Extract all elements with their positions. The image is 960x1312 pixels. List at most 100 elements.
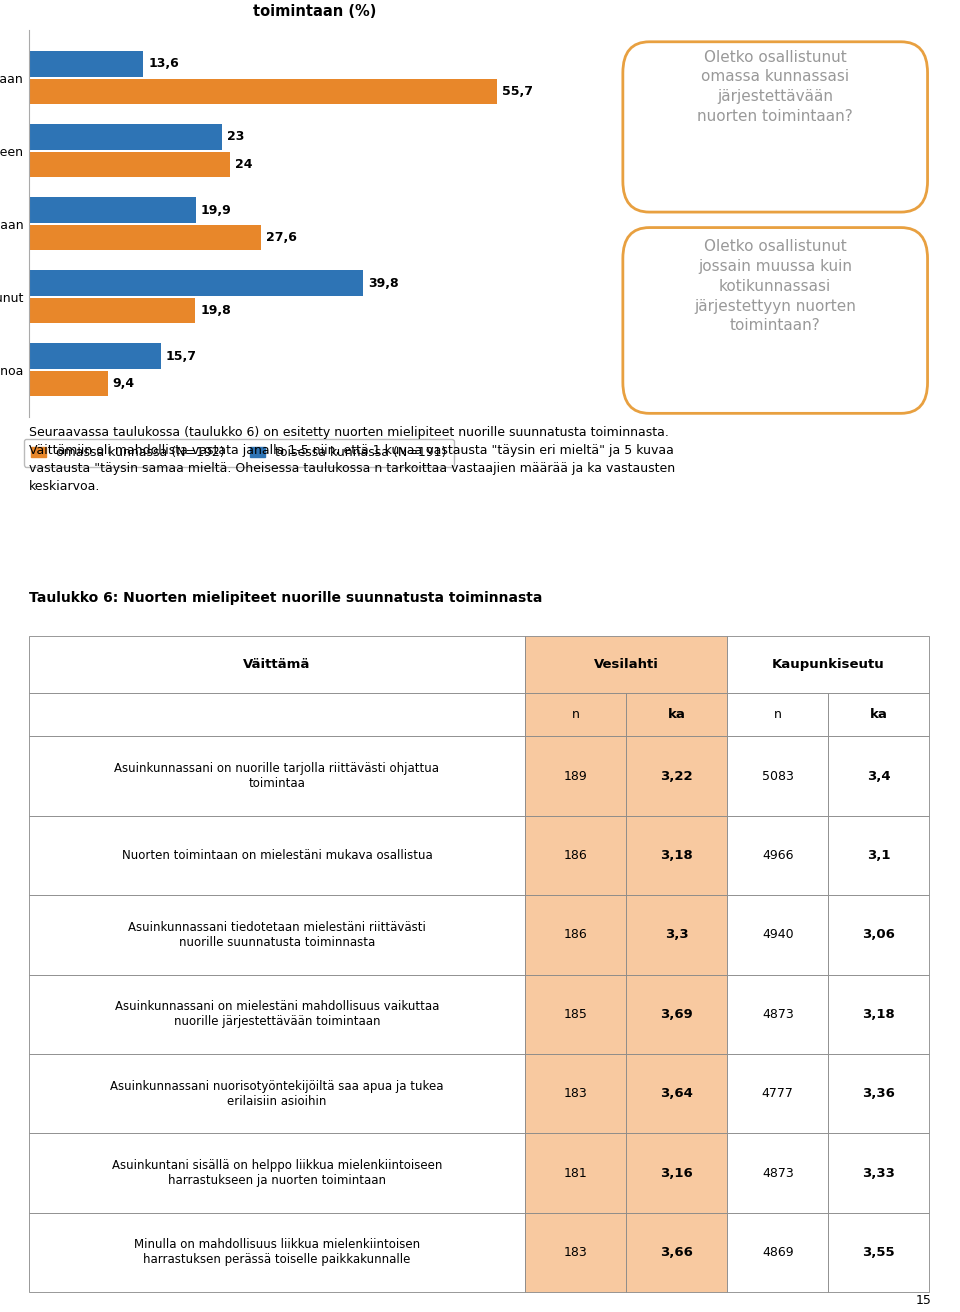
Bar	[828, 895, 929, 975]
Text: ka: ka	[668, 708, 685, 722]
Text: 4869: 4869	[762, 1246, 794, 1260]
Text: 189: 189	[564, 770, 588, 782]
Bar	[728, 895, 828, 975]
Bar	[728, 636, 929, 693]
Bar	[29, 1212, 525, 1292]
Text: 15,7: 15,7	[166, 349, 197, 362]
Bar	[828, 693, 929, 736]
Bar	[728, 1054, 828, 1134]
Bar	[525, 636, 728, 693]
Text: 23: 23	[228, 130, 245, 143]
Bar	[29, 371, 108, 396]
Text: n: n	[774, 708, 781, 722]
Text: 185: 185	[564, 1008, 588, 1021]
Bar	[626, 693, 728, 736]
Bar	[828, 736, 929, 816]
Text: 183: 183	[564, 1088, 588, 1101]
Text: Asuinkuntani sisällä on helppo liikkua mielenkiintoiseen
harrastukseen ja nuorte: Asuinkuntani sisällä on helppo liikkua m…	[111, 1158, 443, 1187]
Text: 55,7: 55,7	[502, 85, 533, 98]
Bar	[29, 125, 222, 150]
Text: Asuinkunnassani tiedotetaan mielestäni riittävästi
nuorille suunnatusta toiminna: Asuinkunnassani tiedotetaan mielestäni r…	[128, 921, 426, 949]
Bar	[626, 1212, 728, 1292]
Bar	[525, 1212, 626, 1292]
Bar	[828, 816, 929, 895]
Bar	[728, 816, 828, 895]
Text: Asuinkunnassani on mielestäni mahdollisuus vaikuttaa
nuorille järjestettävään to: Asuinkunnassani on mielestäni mahdollisu…	[115, 1000, 439, 1029]
Text: 181: 181	[564, 1166, 588, 1179]
Bar	[626, 1054, 728, 1134]
Text: 19,9: 19,9	[201, 203, 231, 216]
Bar	[29, 51, 143, 76]
Bar	[29, 224, 261, 251]
Text: 4966: 4966	[762, 849, 794, 862]
Text: 4873: 4873	[762, 1166, 794, 1179]
Bar	[29, 693, 525, 736]
Bar	[626, 816, 728, 895]
Bar	[29, 298, 195, 323]
Bar	[525, 693, 626, 736]
Bar	[728, 1212, 828, 1292]
Text: 39,8: 39,8	[369, 277, 398, 290]
Text: ka: ka	[870, 708, 888, 722]
Text: 27,6: 27,6	[266, 231, 297, 244]
Bar	[29, 816, 525, 895]
Text: 3,18: 3,18	[862, 1008, 896, 1021]
Text: 3,66: 3,66	[660, 1246, 693, 1260]
Text: 3,06: 3,06	[862, 929, 896, 941]
Text: 183: 183	[564, 1246, 588, 1260]
Bar	[525, 895, 626, 975]
Text: 4873: 4873	[762, 1008, 794, 1021]
Text: Minulla on mahdollisuus liikkua mielenkiintoisen
harrastuksen perässä toiselle p: Minulla on mahdollisuus liikkua mielenki…	[133, 1239, 420, 1266]
Bar	[728, 1134, 828, 1212]
Bar	[828, 1134, 929, 1212]
Bar	[626, 975, 728, 1054]
Text: Väittämä: Väittämä	[243, 659, 311, 672]
Text: 24: 24	[235, 157, 252, 171]
Bar	[29, 736, 525, 816]
Text: 3,36: 3,36	[862, 1088, 896, 1101]
Bar	[828, 975, 929, 1054]
Bar	[828, 1054, 929, 1134]
Text: Seuraavassa taulukossa (taulukko 6) on esitetty nuorten mielipiteet nuorille suu: Seuraavassa taulukossa (taulukko 6) on e…	[29, 426, 675, 493]
Text: Taulukko 6: Nuorten mielipiteet nuorille suunnatusta toiminnasta: Taulukko 6: Nuorten mielipiteet nuorille…	[29, 592, 542, 605]
Text: 3,69: 3,69	[660, 1008, 693, 1021]
Text: Kaupunkiseutu: Kaupunkiseutu	[772, 659, 885, 672]
Bar	[728, 693, 828, 736]
Bar	[626, 736, 728, 816]
Text: Oletko osallistunut
jossain muussa kuin
kotikunnassasi
järjestettyyn nuorten
toi: Oletko osallistunut jossain muussa kuin …	[694, 239, 856, 333]
Text: 3,16: 3,16	[660, 1166, 693, 1179]
Text: 3,18: 3,18	[660, 849, 693, 862]
Text: 5083: 5083	[762, 770, 794, 782]
Bar	[29, 975, 525, 1054]
Bar	[29, 895, 525, 975]
Bar	[29, 1054, 525, 1134]
Bar	[525, 736, 626, 816]
Bar	[525, 975, 626, 1054]
Text: 3,64: 3,64	[660, 1088, 693, 1101]
Bar	[525, 816, 626, 895]
Text: 186: 186	[564, 929, 588, 941]
Text: 4777: 4777	[762, 1088, 794, 1101]
Text: 4940: 4940	[762, 929, 794, 941]
Text: n: n	[572, 708, 580, 722]
Text: 13,6: 13,6	[148, 58, 179, 71]
Bar	[828, 1212, 929, 1292]
Text: 9,4: 9,4	[113, 377, 135, 390]
Text: 19,8: 19,8	[201, 304, 231, 318]
Text: 3,4: 3,4	[867, 770, 891, 782]
Text: 15: 15	[915, 1294, 931, 1307]
Bar	[29, 79, 496, 104]
Bar	[29, 270, 363, 295]
Legend: omassa kunnassa (N=192), toisessa kunnassa (N=191): omassa kunnassa (N=192), toisessa kunnas…	[24, 440, 454, 467]
Bar	[728, 975, 828, 1054]
Text: Vesilahti: Vesilahti	[593, 659, 659, 672]
Text: 186: 186	[564, 849, 588, 862]
Text: Asuinkunnassani nuorisotyöntekijöiltä saa apua ja tukea
erilaisiin asioihin: Asuinkunnassani nuorisotyöntekijöiltä sa…	[110, 1080, 444, 1107]
Text: 3,55: 3,55	[862, 1246, 895, 1260]
Bar	[29, 636, 525, 693]
Bar	[626, 1134, 728, 1212]
Text: 3,33: 3,33	[862, 1166, 896, 1179]
Bar	[728, 736, 828, 816]
Text: Nuorten toimintaan on mielestäni mukava osallistua: Nuorten toimintaan on mielestäni mukava …	[122, 849, 432, 862]
Bar	[29, 344, 160, 369]
